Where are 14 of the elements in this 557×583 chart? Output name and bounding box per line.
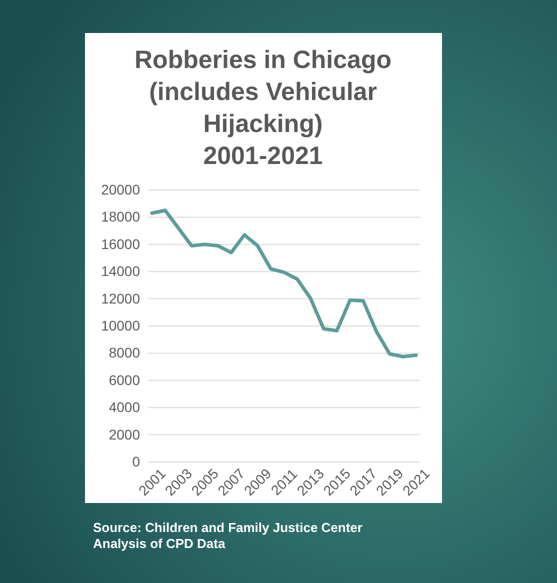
y-tick-label: 4000 [108, 399, 140, 416]
y-tick-label: 14000 [101, 263, 140, 280]
y-tick-label: 8000 [108, 344, 140, 361]
y-tick-label: 6000 [108, 372, 140, 388]
source-note: Source: Children and Family Justice Center Analysis of CPD Data [93, 520, 362, 551]
y-tick-label: 12000 [101, 290, 140, 306]
y-tick-label: 18000 [101, 208, 140, 225]
y-tick-label: 10000 [101, 317, 140, 334]
y-tick-label: 20000 [101, 181, 140, 198]
y-tick-label: 16000 [101, 236, 140, 252]
y-tick-label: 2000 [108, 426, 140, 442]
y-tick-label: 0 [132, 453, 140, 470]
line-series [150, 208, 418, 358]
chart-title: Robberies in Chicago (includes Vehicular Hijacking) 2001-2021 [134, 46, 392, 170]
